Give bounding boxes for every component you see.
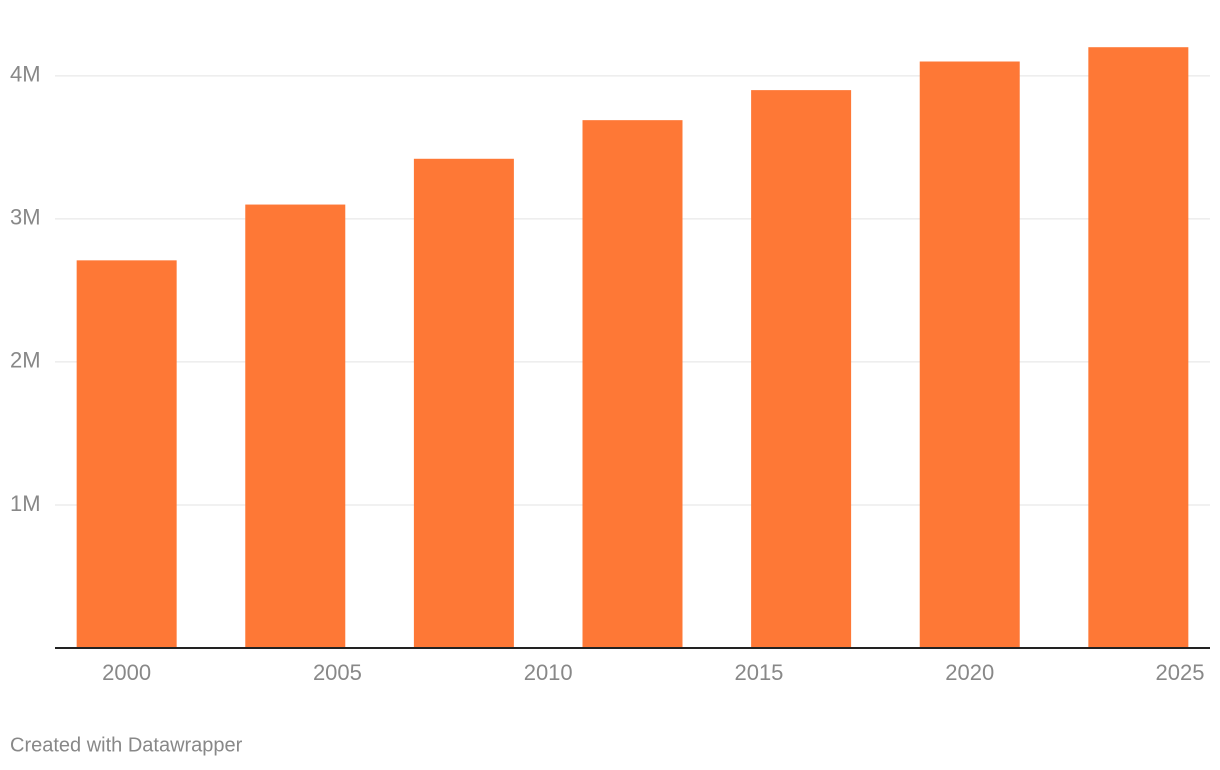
- bar: [245, 204, 346, 649]
- footer: Created with Datawrapper: [10, 734, 243, 756]
- x-tick-label: 2000: [102, 660, 151, 685]
- y-tick-label: 2M: [10, 348, 41, 373]
- bar: [582, 120, 683, 649]
- y-tick-label: 3M: [10, 205, 41, 230]
- x-tick-label: 2020: [945, 660, 994, 685]
- y-tick-label: 4M: [10, 62, 41, 87]
- x-tick-label: 2015: [734, 660, 783, 685]
- y-tick-label: 1M: [10, 491, 41, 516]
- x-tick-label: 2010: [524, 660, 573, 685]
- bar: [751, 90, 852, 648]
- bar: [413, 158, 514, 648]
- bar: [919, 61, 1020, 648]
- bar: [1088, 47, 1189, 648]
- x-tick-label: 2005: [313, 660, 362, 685]
- bar: [76, 260, 177, 648]
- x-tick-label: 2025: [1156, 660, 1205, 685]
